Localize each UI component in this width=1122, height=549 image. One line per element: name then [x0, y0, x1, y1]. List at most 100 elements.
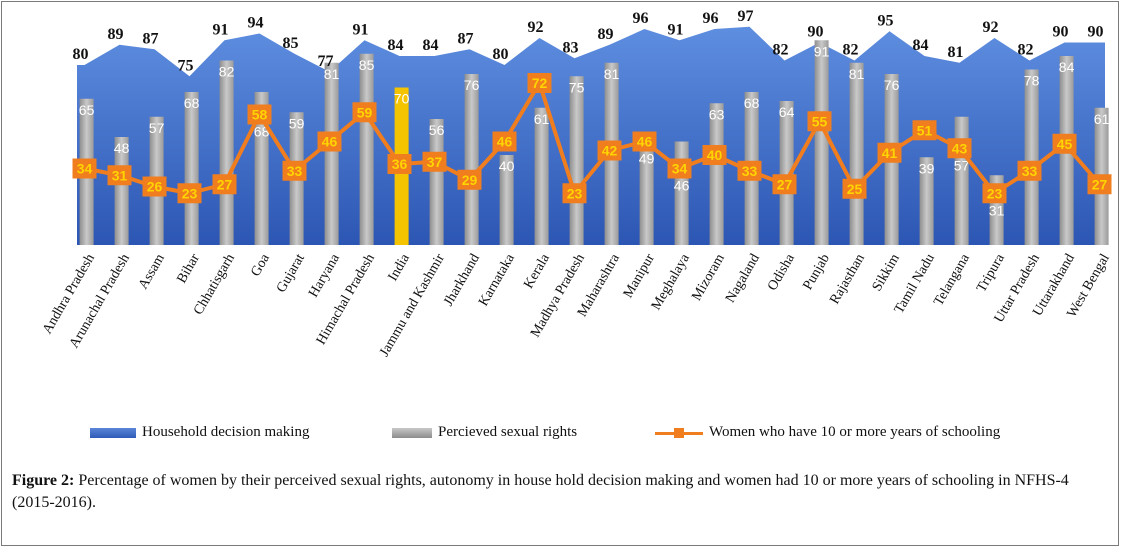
point-schooling	[72, 158, 97, 179]
x-tick-label: Bihar	[174, 251, 203, 286]
bar-sexual-rights	[464, 74, 479, 245]
point-schooling	[1017, 160, 1042, 181]
label-sexual-rights: 68	[184, 95, 200, 111]
label-sexual-rights: 61	[534, 111, 550, 127]
legend-label-schooling: Women who have 10 or more years of schoo…	[709, 424, 1001, 440]
figure-caption: Figure 2: Percentage of women by their p…	[12, 470, 1112, 514]
label-sexual-rights: 46	[674, 178, 690, 194]
label-schooling: 27	[777, 176, 793, 192]
x-tick-label: Kerala	[521, 251, 553, 291]
label-sexual-rights: 81	[604, 66, 620, 82]
label-schooling: 59	[357, 104, 373, 120]
point-schooling	[702, 145, 727, 165]
bar-sexual-rights	[219, 60, 234, 245]
label-household: 85	[283, 35, 299, 52]
label-sexual-rights: 82	[219, 64, 235, 80]
label-household: 77	[318, 53, 334, 70]
label-sexual-rights: 75	[569, 79, 585, 95]
label-sexual-rights: 40	[499, 158, 515, 174]
label-household: 91	[213, 21, 229, 38]
bar-sexual-rights	[569, 76, 584, 245]
label-schooling: 40	[707, 147, 723, 163]
label-sexual-rights: 57	[149, 120, 165, 136]
label-schooling: 46	[637, 134, 653, 150]
x-tick-label: Haryana	[306, 251, 343, 300]
legend-label-sexual: Percieved sexual rights	[438, 424, 578, 440]
label-sexual-rights: 65	[79, 102, 95, 118]
point-schooling	[737, 160, 762, 181]
label-sexual-rights: 39	[919, 160, 935, 176]
label-schooling: 45	[1057, 136, 1073, 152]
label-household: 92	[983, 19, 999, 36]
label-sexual-rights: 57	[954, 157, 970, 173]
label-schooling: 37	[427, 154, 443, 170]
label-schooling: 46	[497, 134, 513, 150]
label-schooling: 23	[182, 185, 198, 201]
label-schooling: 27	[1092, 176, 1108, 192]
label-sexual-rights: 64	[779, 104, 795, 120]
point-schooling	[352, 102, 377, 123]
label-schooling: 23	[567, 185, 583, 201]
x-tick-label: Jammu and Kashmir	[377, 251, 448, 359]
label-sexual-rights: 49	[639, 151, 655, 167]
x-tick-label: Mizoram	[689, 251, 728, 303]
label-schooling: 29	[462, 172, 478, 188]
label-schooling: 72	[532, 75, 548, 91]
label-sexual-rights: 81	[849, 66, 865, 82]
point-schooling	[947, 138, 972, 159]
point-schooling	[142, 176, 167, 197]
label-household: 90	[1053, 24, 1069, 41]
label-household: 84	[388, 37, 404, 54]
point-schooling	[422, 151, 447, 172]
bar-sexual-rights	[709, 103, 724, 245]
label-household: 89	[108, 26, 124, 43]
point-schooling	[317, 131, 342, 152]
point-schooling	[387, 154, 412, 174]
bar-sexual-rights	[779, 101, 794, 245]
label-schooling: 42	[602, 143, 618, 159]
point-schooling	[212, 174, 237, 195]
point-schooling	[772, 174, 797, 195]
label-sexual-rights: 31	[989, 202, 1005, 218]
label-household: 90	[808, 24, 824, 41]
label-schooling: 55	[812, 113, 828, 129]
point-schooling	[807, 111, 832, 132]
bar-sexual-rights	[814, 40, 829, 245]
bar-sexual-rights	[324, 62, 339, 245]
label-sexual-rights: 59	[289, 115, 305, 131]
caption-label: Figure 2:	[12, 472, 75, 489]
bar-sexual-rights	[114, 137, 129, 245]
label-sexual-rights: 81	[324, 66, 340, 82]
point-schooling	[1087, 174, 1112, 195]
label-household: 84	[913, 37, 929, 54]
label-sexual-rights: 76	[884, 77, 900, 93]
label-schooling: 34	[77, 161, 93, 177]
x-tick-label: Assam	[136, 251, 168, 292]
x-tick-label: India	[386, 251, 414, 284]
label-schooling: 33	[287, 163, 303, 179]
legend-swatch-schooling	[655, 427, 703, 439]
legend-item-household: Household decision making	[90, 424, 309, 441]
label-sexual-rights: 48	[114, 140, 130, 156]
label-household: 80	[73, 46, 89, 63]
label-sexual-rights: 70	[394, 91, 410, 107]
bar-sexual-rights	[849, 62, 864, 245]
x-tick-label: Sikkim	[870, 251, 903, 294]
label-schooling: 31	[112, 167, 128, 183]
x-tick-label: Nagaland	[723, 252, 763, 306]
label-sexual-rights: 68	[744, 95, 760, 111]
label-schooling: 58	[252, 107, 268, 123]
label-sexual-rights: 91	[814, 43, 830, 59]
label-schooling: 51	[917, 122, 933, 138]
label-schooling: 41	[882, 145, 898, 161]
label-sexual-rights: 76	[464, 77, 480, 93]
label-schooling: 27	[217, 176, 233, 192]
label-schooling: 26	[147, 179, 163, 195]
point-schooling	[177, 183, 202, 204]
label-household: 82	[843, 42, 859, 59]
label-household: 97	[738, 8, 754, 25]
label-household: 89	[598, 26, 614, 43]
label-household: 92	[528, 19, 544, 36]
label-household: 91	[668, 21, 684, 38]
